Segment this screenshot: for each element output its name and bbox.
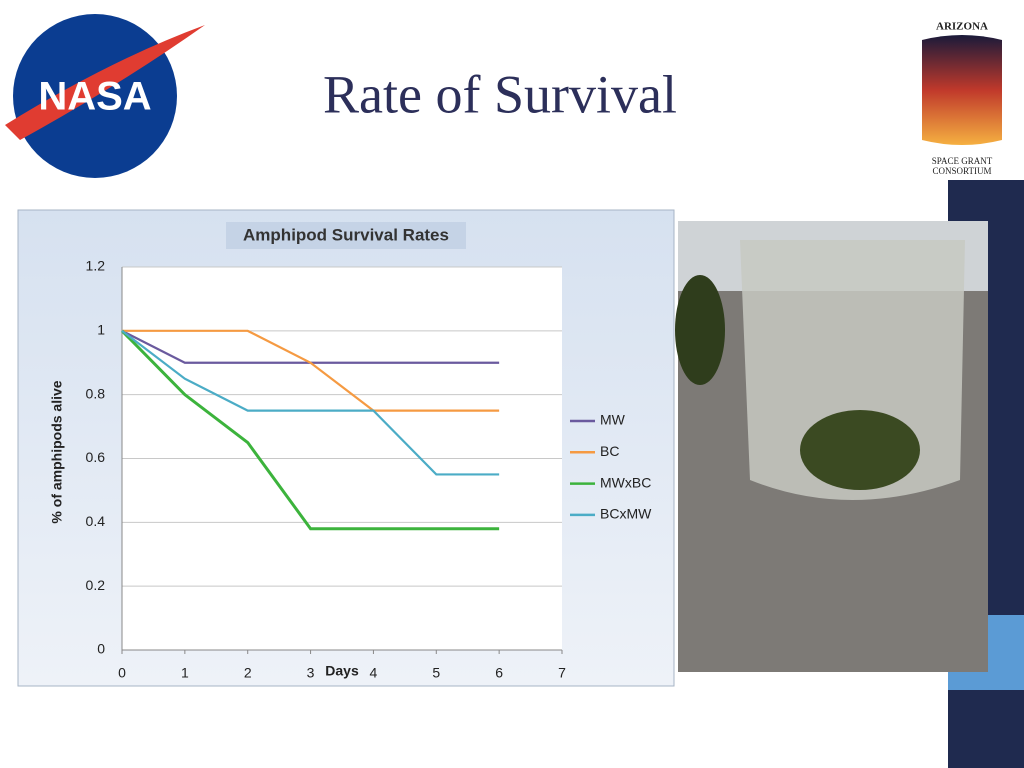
y-tick-label: 0.2: [86, 577, 106, 593]
logo-text: ARIZONA: [936, 21, 988, 33]
x-axis-label: Days: [325, 663, 359, 679]
x-tick-label: 5: [432, 665, 440, 681]
x-tick-label: 0: [118, 665, 126, 681]
data-line: [122, 329, 500, 412]
legend-label: BC: [600, 443, 619, 459]
y-axis-label: % of amphipods alive: [49, 380, 65, 523]
logo-shield: [922, 35, 1002, 145]
y-tick-label: 0.8: [86, 385, 106, 401]
x-tick-label: 6: [495, 665, 503, 681]
x-tick-label: 2: [244, 665, 252, 681]
photo-moss: [675, 275, 725, 385]
nasa-swoosh: [5, 25, 205, 140]
chart-title: Amphipod Survival Rates: [243, 225, 449, 244]
y-tick-label: 0.6: [86, 449, 106, 465]
y-tick-label: 0: [97, 641, 105, 657]
x-tick-label: 7: [558, 665, 566, 681]
photo-moss: [800, 410, 920, 490]
x-tick-label: 4: [370, 665, 378, 681]
logo-text: SPACE GRANT: [932, 156, 993, 166]
legend-label: MW: [600, 412, 626, 428]
x-tick-label: 3: [307, 665, 315, 681]
y-tick-label: 1.2: [86, 258, 106, 274]
data-line: [121, 329, 500, 476]
logo-text: CONSORTIUM: [933, 166, 992, 176]
y-tick-label: 1: [97, 322, 105, 338]
chart-title-box: [226, 222, 466, 249]
legend-label: MWxBC: [600, 474, 651, 490]
nasa-text: NASA: [38, 75, 151, 119]
slide-title: Rate of Survival: [323, 64, 677, 124]
legend-label: BCxMW: [600, 506, 652, 522]
y-tick-label: 0.4: [86, 513, 106, 529]
data-line: [120, 329, 500, 531]
x-tick-label: 1: [181, 665, 189, 681]
